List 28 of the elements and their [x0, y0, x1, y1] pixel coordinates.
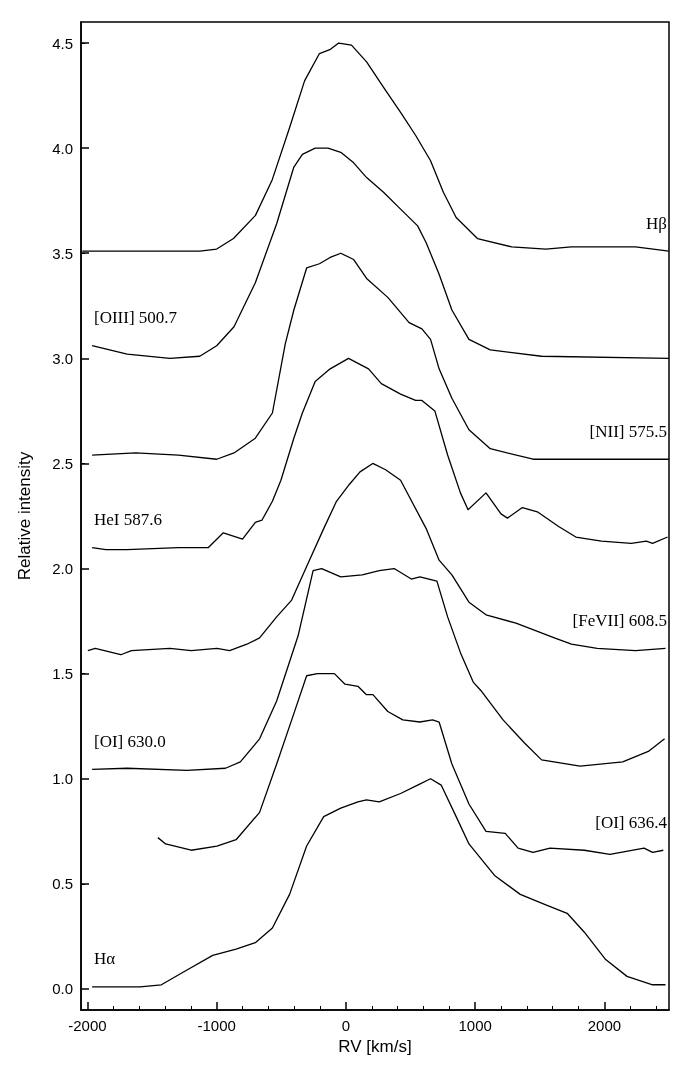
y-tick-label: 1.0	[52, 770, 73, 788]
y-tick-label: 4.5	[52, 34, 73, 52]
y-tick-label: 0.5	[52, 875, 73, 893]
series-label: [OI] 630.0	[94, 731, 166, 751]
y-tick-label: 4.0	[52, 139, 73, 157]
x-tick-label: -1000	[197, 1017, 236, 1034]
x-tick-label: -2000	[68, 1017, 107, 1034]
y-axis-title: Relative intensity	[15, 451, 34, 581]
y-tick-label: 2.0	[52, 560, 73, 578]
y-tick-label: 0.0	[52, 980, 73, 998]
y-tick-label: 1.5	[52, 665, 73, 683]
series-label: Hα	[94, 949, 116, 969]
series-label: HeI 587.6	[94, 510, 162, 530]
x-tick-label: 1000	[458, 1017, 492, 1034]
x-axis-title: RV [km/s]	[338, 1036, 412, 1056]
series-label: [OI] 636.4	[595, 812, 668, 832]
y-tick-label: 2.5	[52, 454, 73, 472]
series-label: Hβ	[646, 213, 667, 233]
y-tick-label: 3.0	[52, 349, 73, 367]
y-tick-label: 3.5	[52, 244, 73, 262]
series-label: [NII] 575.5	[589, 421, 667, 441]
line-series	[87, 462, 667, 656]
line-series	[91, 567, 666, 772]
x-tick-label: 0	[341, 1017, 351, 1034]
series-label: [OIII] 500.7	[94, 308, 178, 328]
series-label: [FeVII] 608.5	[572, 610, 667, 630]
x-tick-label: 2000	[587, 1017, 622, 1034]
line-series	[91, 778, 667, 988]
